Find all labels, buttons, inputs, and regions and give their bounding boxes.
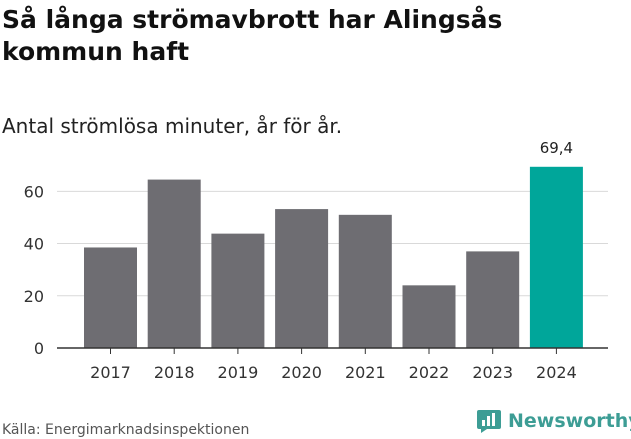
brand-logo: Newsworthy: [476, 408, 631, 434]
newsworthy-logo-icon: [477, 410, 501, 433]
x-tick-label: 2018: [154, 363, 195, 382]
source-text: Källa: Energimarknadsinspektionen: [2, 422, 250, 438]
bar-2023: [466, 251, 520, 348]
y-tick-label: 0: [34, 339, 44, 358]
x-tick-label: 2020: [281, 363, 322, 382]
data-label: 69,4: [540, 139, 573, 157]
bar-2018: [147, 179, 201, 348]
chart-subtitle: Antal strömlösa minuter, år för år.: [2, 114, 343, 138]
y-tick-label: 40: [24, 235, 44, 254]
x-tick-label: 2022: [409, 363, 450, 382]
bar-2022: [402, 285, 456, 348]
bar-2024: [529, 166, 583, 348]
bar-2021: [338, 214, 392, 348]
bar-2020: [275, 209, 329, 348]
brand-name: Newsworthy: [508, 410, 631, 432]
x-tick-label: 2024: [536, 363, 577, 382]
bar-2017: [84, 247, 137, 348]
x-tick-label: 2023: [472, 363, 513, 382]
y-tick-label: 60: [24, 182, 44, 201]
x-tick-label: 2019: [218, 363, 259, 382]
chart-title: Så långa strömavbrott har Alingsås kommu…: [2, 5, 503, 66]
y-tick-label: 20: [24, 287, 44, 306]
x-tick-label: 2021: [345, 363, 386, 382]
bar-2019: [211, 233, 265, 348]
x-tick-label: 2017: [90, 363, 131, 382]
bar-chart: 0 20 40 60 2017 2018 2019 2020 2021 2022 2023 2024 6…: [24, 139, 608, 382]
